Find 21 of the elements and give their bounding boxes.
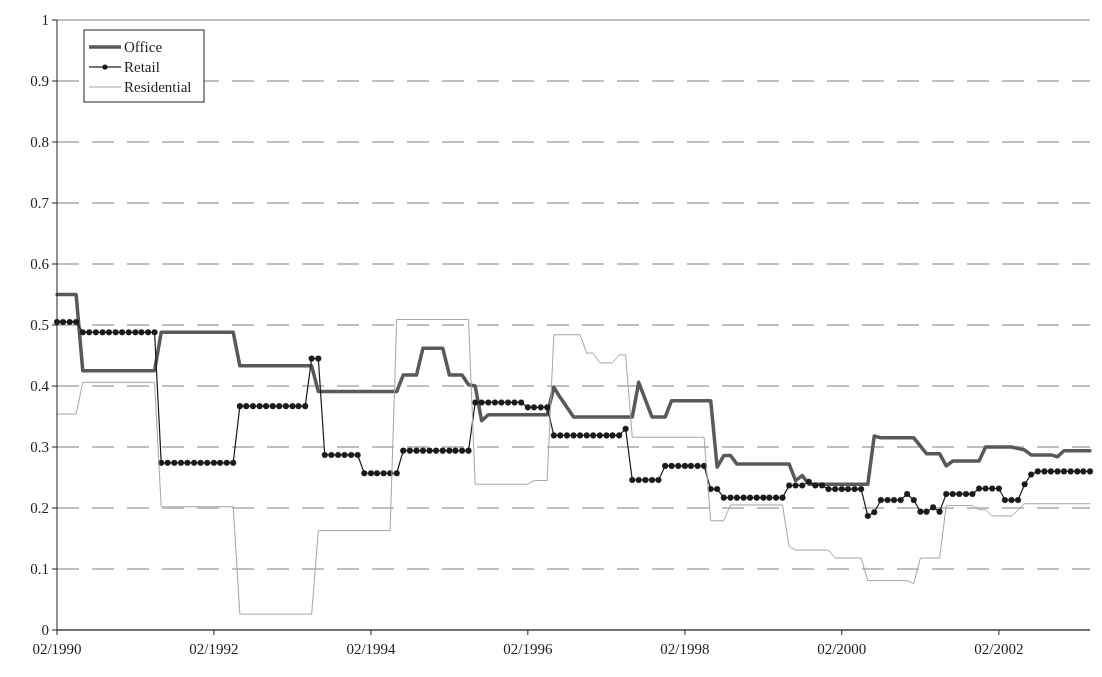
y-tick-label: 0.1 [30, 561, 49, 578]
y-tick-label: 0.3 [30, 439, 49, 456]
legend-label: Office [124, 39, 163, 56]
x-tick-label: 02/1990 [32, 641, 82, 657]
legend-label: Retail [124, 59, 160, 76]
x-tick-label: 02/1996 [503, 641, 553, 657]
y-tick-label: 0.2 [30, 500, 49, 517]
y-tick-label: 0.4 [30, 378, 50, 395]
y-tick-label: 1 [41, 12, 49, 29]
x-tick-label: 02/1994 [346, 641, 397, 657]
y-tick-label: 0 [41, 622, 49, 639]
legend-label: Residential [124, 79, 192, 96]
y-tick-label: 0.6 [30, 256, 50, 273]
y-tick-label: 0.5 [30, 317, 49, 334]
y-tick-label: 0.9 [30, 73, 49, 90]
y-tick-label: 0.7 [30, 195, 50, 212]
x-tick-label: 02/1992 [189, 641, 239, 657]
y-tick-label: 0.8 [30, 134, 49, 151]
x-tick-label: 02/2002 [974, 641, 1024, 657]
x-tick-label: 02/2000 [817, 641, 867, 657]
x-tick-label: 02/1998 [660, 641, 710, 657]
